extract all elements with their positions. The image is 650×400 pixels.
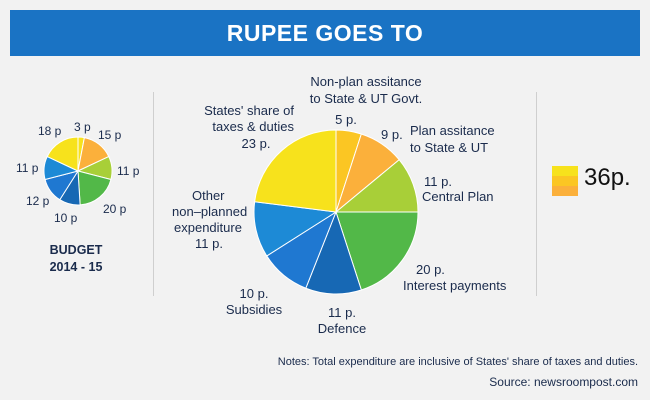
right-divider: [536, 92, 537, 296]
big-pie-label-other: Other non–planned expenditure 11 p.: [172, 188, 247, 251]
small-pie-slice-7: [46, 136, 79, 172]
left-divider: [153, 92, 154, 296]
legend-swatch-gold: [552, 176, 578, 186]
big-pie-label-states-share: States' share of taxes & duties 23 p.: [204, 103, 294, 151]
small-pie-label-2: 11 p: [117, 164, 140, 178]
states-value: 23 p.: [242, 136, 271, 151]
states-line1: States' share of: [204, 103, 294, 118]
big-pie-label-plan-assist: 9 p. Plan assitance to State & UT: [381, 123, 495, 155]
defence-name: Defence: [318, 321, 366, 336]
legend-swatch-orange: [552, 186, 578, 196]
interest-value: 20 p.: [416, 262, 445, 277]
plan-assist-value: 9 p.: [381, 127, 403, 142]
central-plan-name: Central Plan: [422, 189, 494, 204]
big-pie-label-central-plan: 11 p. Central Plan: [422, 174, 494, 204]
budget-caption: BUDGET 2014 - 15: [36, 242, 116, 276]
budget-caption-line1: BUDGET: [49, 243, 103, 257]
footer-source: Source: newsroompost.com: [489, 375, 638, 389]
nonplan-line1: Non-plan assitance: [310, 74, 421, 89]
small-pie-chart: [43, 136, 113, 206]
budget-caption-line2: 2014 - 15: [49, 260, 103, 274]
plan-assist-line1: Plan assitance: [410, 123, 495, 138]
defence-value: 11 p.: [328, 305, 356, 320]
small-pie-label-5: 12 p: [26, 194, 50, 208]
interest-name: Interest payments: [403, 278, 507, 293]
footer-notes: Notes: Total expenditure are inclusive o…: [277, 356, 638, 368]
states-line2: taxes & duties: [212, 119, 294, 134]
big-pie-chart: [253, 129, 419, 295]
nonplan-value: 5 p.: [335, 112, 357, 127]
plan-assist-line2: to State & UT: [410, 140, 488, 155]
nonplan-line2: to State & UT Govt.: [310, 91, 422, 106]
big-pie-label-interest: 20 p. Interest payments: [403, 262, 507, 293]
subsidies-name: Subsidies: [226, 302, 283, 317]
legend-swatch: [552, 166, 578, 196]
small-pie-label-0: 3 p: [74, 120, 91, 134]
big-pie-slice-3: [335, 211, 419, 291]
other-value: 11 p.: [195, 236, 223, 251]
big-pie-label-nonplan: Non-plan assitance to State & UT Govt. 5…: [310, 74, 422, 127]
subsidies-value: 10 p.: [240, 286, 269, 301]
other-line3: expenditure: [174, 220, 242, 235]
small-pie-label-1: 15 p: [98, 128, 122, 142]
legend-value: 36p.: [584, 164, 631, 191]
title-banner: RUPEE GOES TO: [10, 10, 640, 56]
small-pie-label-6: 11 p: [16, 161, 39, 175]
small-pie-slice-3: [77, 170, 112, 206]
chart-title: RUPEE GOES TO: [226, 19, 424, 46]
small-pie-label-3: 20 p: [103, 202, 127, 216]
central-plan-value: 11 p.: [424, 174, 452, 189]
other-line2: non–planned: [172, 204, 247, 219]
big-pie-slice-7: [254, 129, 337, 213]
other-line1: Other: [192, 188, 225, 203]
big-pie-label-subsidies: 10 p. Subsidies: [226, 286, 283, 317]
big-pie-label-defence: 11 p. Defence: [318, 305, 366, 336]
legend-swatch-yellow: [552, 166, 578, 176]
small-pie-label-7: 18 p: [38, 124, 62, 138]
small-pie-label-4: 10 p: [54, 211, 78, 225]
